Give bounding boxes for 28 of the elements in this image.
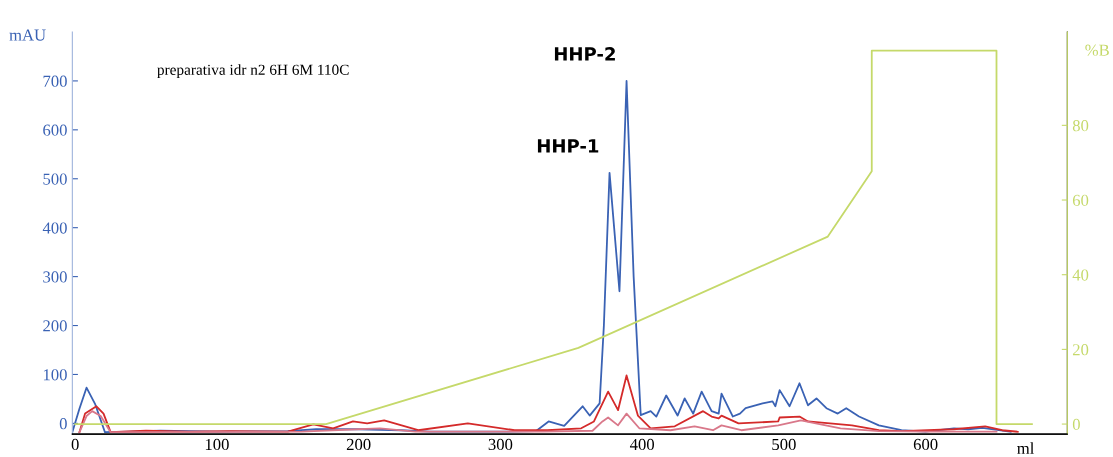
y-tick-label: 700 [43, 75, 67, 87]
y-tick-label: 100 [43, 369, 67, 381]
annotation: HHP-1 [537, 139, 599, 153]
x-tick-label: 500 [772, 438, 796, 451]
y-tick-label: 500 [43, 173, 67, 185]
x-tick-label: 400 [629, 438, 655, 451]
x-tick-label: 100 [205, 438, 229, 451]
line-series [78, 374, 1019, 434]
annotation: preparativa idr n2 6H 6M 110C [157, 64, 349, 79]
y-tick-label: 300 [43, 271, 67, 283]
x-tick-label: 0 [71, 438, 79, 451]
x-tick-label: 300 [488, 438, 513, 451]
annotation: HHP-2 [554, 47, 615, 61]
y2-tick-label: 20 [1072, 344, 1089, 356]
y-tick-label: 0 [59, 418, 67, 430]
y2-tick-label: 60 [1072, 194, 1089, 206]
x-tick-label: 200 [346, 438, 371, 451]
y2-tick-label: 0 [1072, 418, 1080, 431]
y2-tick-label: 80 [1072, 120, 1089, 132]
x-axis-title: ml [1017, 442, 1035, 454]
y2-axis-title: %B [1085, 44, 1109, 56]
x-tick-label: 600 [913, 438, 938, 451]
y-tick-label: 400 [42, 222, 67, 234]
y-tick-label: 200 [43, 320, 67, 332]
y-tick-label: 600 [43, 124, 67, 136]
y-axis-title: mAU [9, 29, 46, 41]
y2-tick-label: 40 [1072, 269, 1089, 281]
line-series [78, 410, 998, 434]
